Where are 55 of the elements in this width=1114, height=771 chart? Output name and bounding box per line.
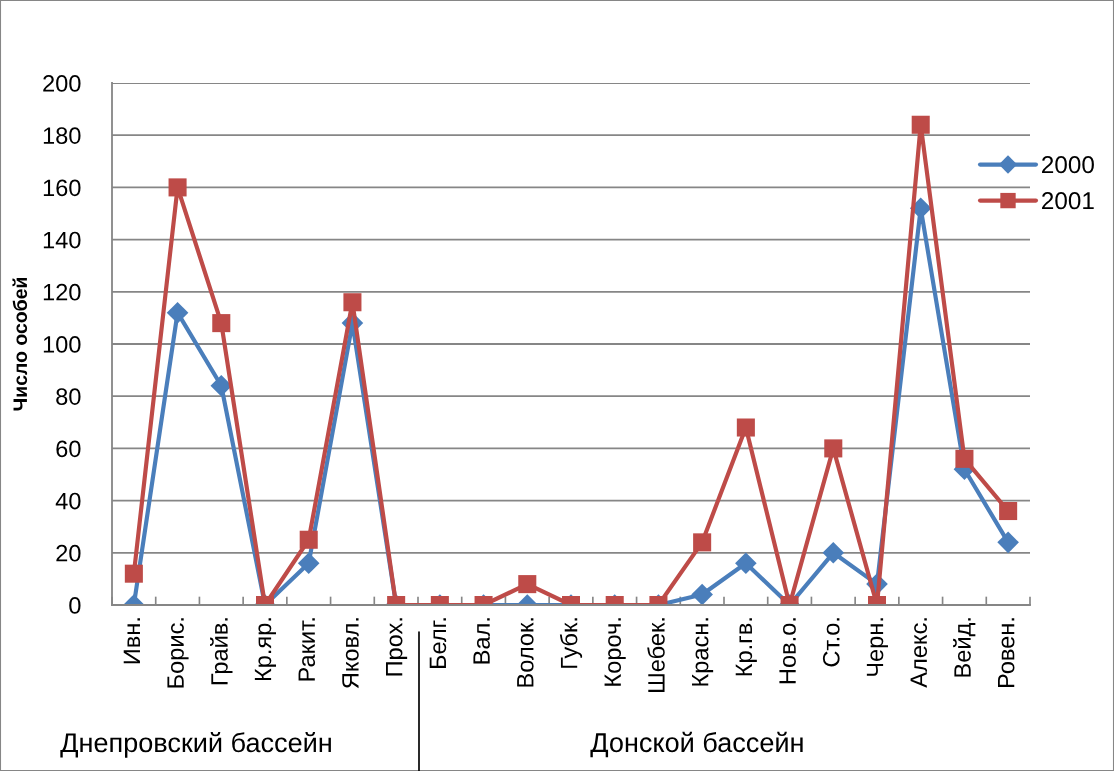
x-tick-label: Красн. (692, 618, 714, 686)
x-tick-label: Борис. (167, 618, 189, 688)
x-tick-label: Ракит. (298, 618, 316, 681)
x-tick-label: Ровен. (998, 618, 1015, 688)
y-tick-label: 0 (69, 597, 81, 614)
point (736, 418, 755, 437)
x-tick-label: Волок. (517, 618, 534, 687)
legend-label: 2000 (1042, 156, 1094, 174)
y-tick-label: 120 (43, 283, 81, 301)
point (691, 583, 713, 605)
x-tick-label: Кр.яр. (254, 618, 276, 681)
x-tick-label: Вейд. (953, 618, 976, 677)
point (735, 552, 757, 575)
x-tick-label: Черн. (866, 618, 889, 676)
y-tick-label: 160 (43, 179, 81, 197)
point (911, 115, 930, 134)
point (518, 575, 537, 594)
x-tick-label: Ст.о. (822, 618, 840, 667)
y-tick-label: 180 (43, 127, 81, 144)
x-tick-label: Ивн. (123, 618, 140, 664)
y-tick-label: 60 (56, 440, 81, 458)
point (299, 530, 318, 549)
point (822, 542, 845, 564)
x-tick-label: Кр.гв. (735, 618, 757, 676)
point (297, 552, 320, 575)
x-tick-label: Алекс. (910, 618, 928, 688)
x-tick-label: Нов.о. (779, 618, 796, 684)
point (168, 178, 187, 197)
point (997, 531, 1019, 554)
point (999, 502, 1018, 521)
x-tick-label: Яковл. (342, 618, 359, 689)
x-tick-label: Вал. (473, 618, 490, 664)
x-tick-label: Шебек. (647, 618, 665, 692)
x-tick-label: Короч. (604, 618, 626, 686)
point (824, 439, 843, 458)
x-tick-label: Губк. (559, 618, 583, 668)
text: Донской бассейн (590, 731, 803, 758)
y-tick-label: 140 (43, 231, 81, 249)
y-tick-label: 20 (56, 544, 81, 562)
y-tick-label: 40 (55, 492, 81, 510)
y-tick-label: 80 (56, 388, 81, 405)
text: Днепровский бассейн (60, 731, 331, 758)
point (955, 449, 974, 468)
x-tick-label: Грайв. (210, 618, 233, 685)
point (693, 533, 712, 552)
legend-label: 2001 (1042, 192, 1094, 210)
point (343, 293, 362, 312)
point (166, 301, 189, 324)
x-tick-label: Белг. (429, 618, 447, 669)
y-tick-label: 100 (43, 336, 81, 353)
point (212, 314, 231, 333)
point (124, 564, 143, 583)
x-tick-label: Прох. (386, 618, 408, 676)
y-tick-label: 200 (43, 75, 81, 92)
y-axis-title: Число особей (12, 277, 28, 411)
